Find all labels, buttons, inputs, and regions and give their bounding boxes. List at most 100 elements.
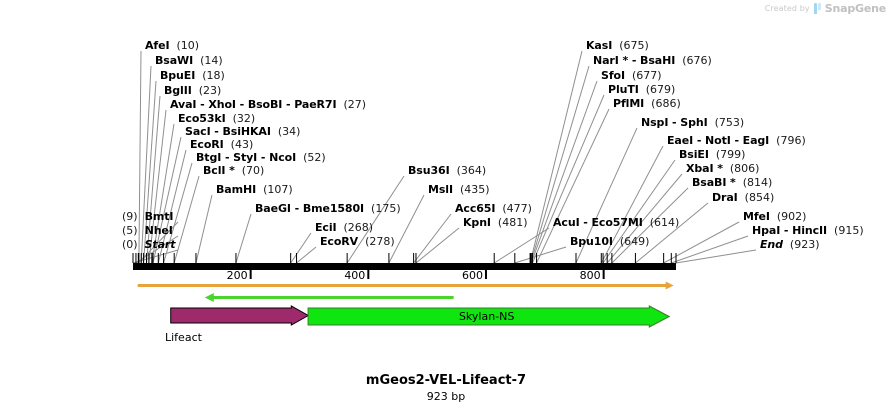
- leader-line: [132, 249, 179, 264]
- enzyme-site-label[interactable]: Eco53kI (32): [178, 113, 255, 124]
- enzyme-site-label[interactable]: SfoI (677): [601, 70, 662, 81]
- leader-line: [173, 175, 200, 264]
- leader-line: [530, 65, 590, 264]
- enzyme-site-label[interactable]: BsaWI (14): [155, 55, 223, 66]
- leader-line: [388, 194, 425, 264]
- enzyme-site-label[interactable]: SacI - BsiHKAI (34): [185, 126, 300, 137]
- enzyme-position: (814): [742, 176, 773, 189]
- enzyme-name: PluTI: [608, 83, 639, 96]
- enzyme-name: BsaWI: [155, 54, 194, 67]
- enzyme-site-label[interactable]: BaeGI - Bme1580I (175): [255, 203, 401, 214]
- lifeact-track-label: Lifeact: [165, 331, 202, 344]
- leader-line: [235, 213, 252, 264]
- skylan-feature-arrow[interactable]: [307, 305, 671, 328]
- enzyme-site-label[interactable]: (9) BmtI: [122, 210, 174, 223]
- enzyme-position: (796): [776, 134, 806, 147]
- enzyme-position: (52): [303, 151, 326, 164]
- orange-feature-arrowhead: [665, 281, 674, 290]
- enzyme-position: (0): [122, 238, 138, 251]
- leader-line: [346, 175, 405, 264]
- enzyme-site-label[interactable]: AfeI (10): [145, 40, 199, 51]
- leader-line: [611, 187, 689, 264]
- leader-lines-group: [132, 50, 757, 264]
- enzyme-site-label[interactable]: EcoRI (43): [190, 139, 253, 150]
- enzyme-site-label[interactable]: Bsu36I (364): [408, 165, 486, 176]
- enzyme-site-label[interactable]: BsaBI * (814): [692, 177, 772, 188]
- enzyme-position: (679): [645, 83, 676, 96]
- enzyme-name: Bpu10I: [570, 235, 613, 248]
- enzyme-name: EcoRV: [320, 235, 359, 248]
- enzyme-name: BclI *: [203, 164, 235, 177]
- enzyme-site-label[interactable]: XbaI * (806): [686, 163, 759, 174]
- enzyme-position: (677): [631, 69, 662, 82]
- enzyme-position: (435): [459, 183, 490, 196]
- enzyme-site-label[interactable]: End (923): [760, 239, 820, 250]
- enzyme-site-label[interactable]: NspI - SphI (753): [641, 117, 744, 128]
- enzyme-name: Acc65I: [455, 202, 496, 215]
- enzyme-site-label[interactable]: BamHI (107): [216, 184, 293, 195]
- enzyme-position: (477): [502, 202, 532, 215]
- enzyme-site-label[interactable]: BglII (23): [164, 85, 221, 96]
- ruler-tick-label: 600: [461, 269, 483, 282]
- enzyme-site-label[interactable]: BpuEI (18): [160, 70, 225, 81]
- enzyme-site-label[interactable]: (0) Start: [122, 239, 175, 250]
- enzyme-site-label[interactable]: Bpu10I (649): [570, 236, 649, 247]
- enzyme-site-label[interactable]: (5) NheI: [122, 225, 173, 236]
- enzyme-site-label[interactable]: HpaI - HincII (915): [752, 225, 864, 236]
- feature-arrows-group: [137, 281, 674, 328]
- enzyme-name: BaeGI - Bme1580I: [255, 202, 365, 215]
- enzyme-position: (753): [714, 116, 745, 129]
- enzyme-site-label[interactable]: NarI * - BsaHI (676): [593, 55, 712, 66]
- leader-line: [290, 232, 312, 264]
- enzyme-position: (676): [682, 54, 712, 67]
- enzyme-site-label[interactable]: AvaI - XhoI - BsoBI - PaeR7I (27): [170, 99, 366, 110]
- snapgene-bookmark-icon: [813, 3, 821, 14]
- leader-line: [152, 136, 182, 264]
- enzyme-site-label[interactable]: AcuI - Eco57MI (614): [553, 217, 679, 228]
- leader-line: [600, 145, 664, 264]
- lifeact-feature-arrow[interactable]: [170, 305, 310, 326]
- enzyme-name: BamHI: [216, 183, 257, 196]
- enzyme-position: (107): [263, 183, 293, 196]
- enzyme-name: BmtI: [144, 210, 174, 223]
- enzyme-name: SacI - BsiHKAI: [185, 125, 271, 138]
- enzyme-site-label[interactable]: BclI * (70): [203, 165, 264, 176]
- leader-line: [536, 108, 610, 264]
- enzyme-name: KpnI: [463, 216, 491, 229]
- enzyme-name: KasI: [586, 39, 613, 52]
- leader-line: [606, 173, 683, 264]
- enzyme-site-label[interactable]: DraI (854): [712, 192, 774, 203]
- leader-line: [195, 194, 213, 264]
- enzyme-name: EaeI - NotI - EagI: [667, 134, 770, 147]
- skylan-track-label: Skylan-NS: [458, 310, 515, 323]
- enzyme-site-label[interactable]: EaeI - NotI - EagI (796): [667, 135, 806, 146]
- enzyme-site-label[interactable]: EcoRV (278): [320, 236, 395, 247]
- enzyme-site-label[interactable]: PflMI (686): [613, 98, 681, 109]
- enzyme-site-label[interactable]: BsiEI (799): [679, 149, 745, 160]
- leader-line: [635, 202, 709, 264]
- enzyme-site-label[interactable]: KpnI (481): [463, 217, 528, 228]
- enzyme-name: HpaI - HincII: [752, 224, 828, 237]
- enzyme-position: (10): [176, 39, 200, 52]
- leader-line: [140, 65, 152, 264]
- enzyme-name: NheI: [144, 224, 173, 237]
- enzyme-site-label[interactable]: BtgI - StyI - NcoI (52): [196, 152, 326, 163]
- enzyme-site-label[interactable]: PluTI (679): [608, 84, 675, 95]
- enzyme-position: (915): [834, 224, 864, 237]
- ruler-tick-label: 200: [226, 269, 248, 282]
- enzyme-site-label[interactable]: EciI (268): [315, 222, 373, 233]
- enzyme-position: (175): [371, 202, 401, 215]
- enzyme-site-label[interactable]: MfeI (902): [743, 211, 806, 222]
- enzyme-site-label[interactable]: KasI (675): [586, 40, 649, 51]
- ruler-tick-marks: [132, 253, 677, 279]
- enzyme-site-label[interactable]: Acc65I (477): [455, 203, 532, 214]
- enzyme-position: (799): [715, 148, 746, 161]
- enzyme-position: (675): [619, 39, 649, 52]
- enzyme-position: (923): [789, 238, 820, 251]
- enzyme-position: (9): [122, 210, 138, 223]
- leader-line: [530, 80, 598, 264]
- enzyme-position: (902): [776, 210, 807, 223]
- enzyme-site-label[interactable]: MslI (435): [428, 184, 490, 195]
- leader-line: [143, 80, 157, 264]
- enzyme-name: NspI - SphI: [641, 116, 708, 129]
